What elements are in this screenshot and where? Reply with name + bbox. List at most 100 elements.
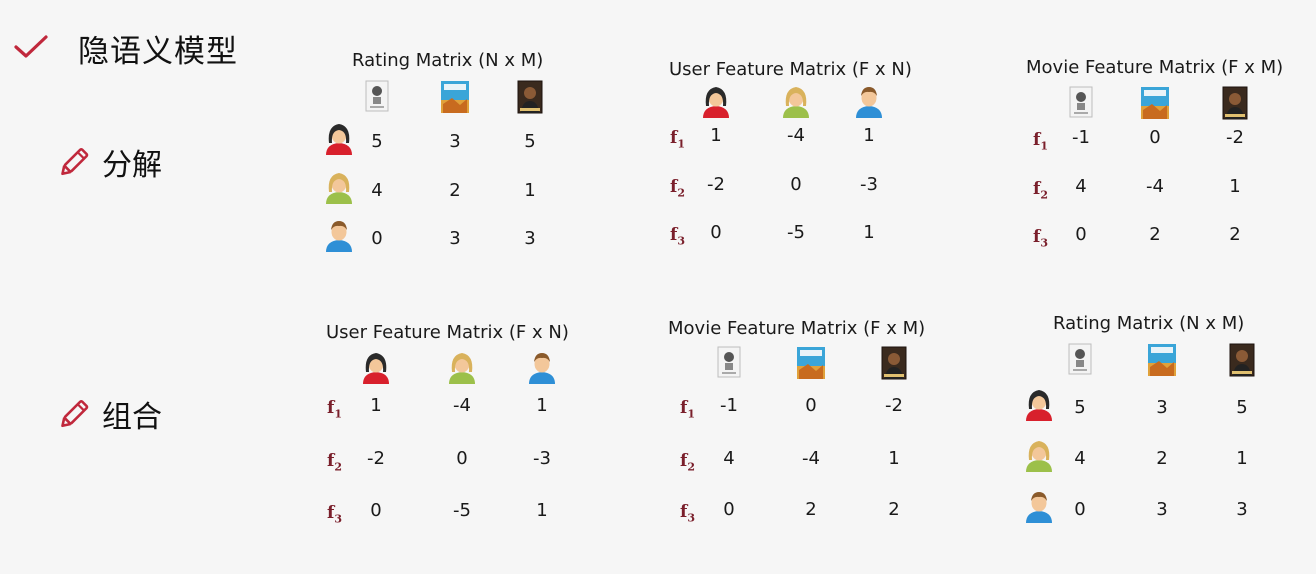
pencil-icon [60,143,94,181]
matrix-cell: -4 [787,125,805,146]
matrix-title: User Feature Matrix (F x N) [669,59,912,80]
blonde-user-icon [1024,438,1054,476]
movie-poster-white-icon [1069,86,1093,122]
matrix-cell: 4 [1074,448,1086,469]
matrix-cell: 5 [1074,397,1086,418]
matrix-cell: -2 [885,395,903,416]
female-user-icon [1024,387,1054,425]
section-label: 分解 [102,148,162,183]
male-user-icon [527,350,557,388]
blonde-user-icon [781,84,811,122]
matrix-cell: 4 [1075,176,1087,197]
matrix-cell: -1 [1072,127,1090,148]
pencil-icon [60,395,94,433]
matrix-cell: 0 [723,499,735,520]
male-user-icon [324,218,354,256]
matrix-cell: -5 [787,222,805,243]
male-user-icon [854,84,884,122]
movie-poster-white-icon [717,346,741,382]
matrix-cell: 0 [1074,499,1086,520]
feature-row-label: f2 [327,451,342,474]
movie-poster-blue-icon [1147,343,1177,381]
matrix-cell: 2 [1229,224,1241,245]
blonde-user-icon [447,350,477,388]
matrix-cell: -4 [453,395,471,416]
feature-row-index: 1 [687,407,695,421]
matrix-cell: -2 [707,174,725,195]
feature-row-label: f3 [327,503,342,526]
feature-row-index: 2 [1040,188,1048,202]
matrix-cell: 1 [888,448,900,469]
feature-row-index: 3 [334,512,342,526]
matrix-cell: -4 [802,448,820,469]
movie-poster-white-icon [365,80,389,116]
matrix-cell: -1 [720,395,738,416]
female-user-icon [701,84,731,122]
feature-row-index: 3 [687,511,695,525]
matrix-cell: 1 [536,395,548,416]
matrix-cell: 1 [1229,176,1241,197]
movie-poster-dark-icon [881,346,907,384]
matrix-title: User Feature Matrix (F x N) [326,322,569,343]
matrix-cell: 2 [1149,224,1161,245]
feature-row-index: 2 [687,460,695,474]
female-user-icon [324,121,354,159]
matrix-cell: 1 [863,222,875,243]
feature-row-label: f3 [670,225,685,248]
feature-row-index: 1 [1040,139,1048,153]
matrix-cell: 0 [805,395,817,416]
matrix-cell: 5 [524,131,536,152]
feature-row-label: f1 [670,128,685,151]
matrix-title: Movie Feature Matrix (F x M) [668,318,926,339]
matrix-cell: 3 [1156,499,1168,520]
movie-poster-dark-icon [1222,86,1248,124]
feature-row-label: f1 [1033,130,1048,153]
feature-row-label: f1 [680,398,695,421]
feature-row-label: f2 [680,451,695,474]
page-heading: 隐语义模型 [14,26,238,71]
check-icon [14,34,48,64]
matrix-cell: 2 [888,499,900,520]
feature-row-index: 2 [334,460,342,474]
feature-row-index: 1 [334,407,342,421]
matrix-cell: 0 [370,500,382,521]
feature-row-label: f2 [1033,179,1048,202]
matrix-cell: 3 [449,131,461,152]
feature-row-index: 2 [677,186,685,200]
matrix-cell: -2 [1226,127,1244,148]
matrix-cell: 1 [710,125,722,146]
section-decompose: 分解 [60,140,162,184]
matrix-cell: 0 [371,228,383,249]
matrix-title: Movie Feature Matrix (F x M) [1026,57,1284,78]
feature-row-label: f3 [1033,227,1048,250]
matrix-cell: 3 [1156,397,1168,418]
feature-row-label: f1 [327,398,342,421]
movie-poster-dark-icon [1229,343,1255,381]
matrix-title: Rating Matrix (N x M) [352,50,544,71]
page-title: 隐语义模型 [78,34,238,70]
female-user-icon [361,350,391,388]
matrix-cell: 2 [449,180,461,201]
feature-row-label: f3 [680,502,695,525]
matrix-cell: -3 [533,448,551,469]
matrix-cell: -3 [860,174,878,195]
matrix-cell: 3 [449,228,461,249]
matrix-cell: 3 [1236,499,1248,520]
matrix-cell: 1 [536,500,548,521]
matrix-cell: 2 [1156,448,1168,469]
movie-poster-blue-icon [440,80,470,118]
feature-row-label: f2 [670,177,685,200]
matrix-cell: 2 [805,499,817,520]
section-label: 组合 [102,400,162,435]
matrix-cell: 1 [1236,448,1248,469]
matrix-cell: 5 [1236,397,1248,418]
matrix-cell: 1 [524,180,536,201]
matrix-cell: 0 [1075,224,1087,245]
movie-poster-white-icon [1068,343,1092,379]
matrix-cell: -2 [367,448,385,469]
feature-row-index: 1 [677,137,685,151]
matrix-cell: 0 [710,222,722,243]
matrix-cell: 1 [863,125,875,146]
section-combine: 组合 [60,392,162,436]
movie-poster-blue-icon [796,346,826,384]
